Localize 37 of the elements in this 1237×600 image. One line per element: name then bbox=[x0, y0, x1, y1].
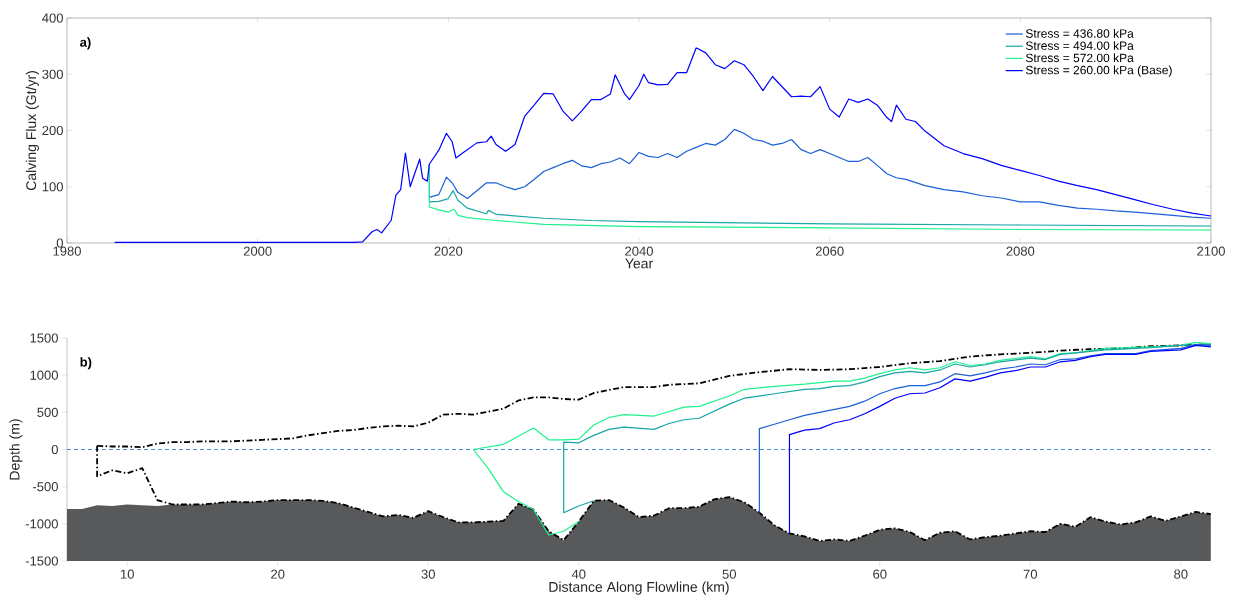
y-tick-label: 0 bbox=[51, 444, 58, 455]
x-tick-label: 2100 bbox=[1197, 246, 1225, 256]
annotation: a) bbox=[80, 37, 91, 50]
x-axis-title: Distance Along Flowline (km) bbox=[549, 581, 729, 595]
y-tick-label: -1500 bbox=[25, 556, 58, 566]
x-axis-title: Year bbox=[625, 258, 653, 269]
y-tick-label: -500 bbox=[33, 482, 58, 492]
x-tick-label: 10 bbox=[120, 569, 134, 579]
x-tick-label: 50 bbox=[722, 569, 736, 579]
y-axis-title: Calving Flux (Gt/yr) bbox=[25, 71, 39, 191]
y-tick-label: 200 bbox=[42, 125, 63, 136]
x-tick-label: 1980 bbox=[53, 246, 81, 256]
y-tick-label: 1000 bbox=[30, 370, 58, 380]
y-tick-label: 500 bbox=[37, 407, 58, 417]
x-tick-label: 2060 bbox=[815, 246, 844, 256]
y-tick-label: 300 bbox=[42, 69, 63, 79]
x-tick-label: 2020 bbox=[434, 246, 463, 256]
y-axis-title: Depth (m) bbox=[9, 419, 23, 480]
y-tick-label: 400 bbox=[42, 13, 63, 23]
x-tick-label: 2080 bbox=[1006, 246, 1035, 256]
legend-label: Stress = 572.00 kPa bbox=[1025, 53, 1134, 63]
x-tick-label: 2040 bbox=[625, 246, 653, 256]
x-tick-label: 70 bbox=[1023, 569, 1038, 579]
y-tick-label: 0 bbox=[56, 238, 63, 248]
y-tick-label: -1000 bbox=[25, 519, 58, 529]
x-tick-label: 20 bbox=[271, 569, 285, 579]
x-tick-label: 80 bbox=[1174, 569, 1188, 579]
y-tick-label: 1500 bbox=[30, 333, 58, 343]
x-tick-label: 2000 bbox=[243, 246, 272, 256]
legend-label: Stress = 494.00 kPa bbox=[1025, 41, 1134, 50]
x-tick-label: 60 bbox=[873, 569, 887, 579]
x-tick-label: 30 bbox=[421, 569, 435, 579]
legend-label: Stress = 436.80 kPa bbox=[1025, 28, 1134, 38]
x-tick-label: 40 bbox=[571, 569, 586, 579]
legend-label: Stress = 260.00 kPa (Base) bbox=[1025, 65, 1172, 77]
annotation: b) bbox=[80, 357, 92, 370]
y-tick-label: 100 bbox=[42, 182, 63, 192]
